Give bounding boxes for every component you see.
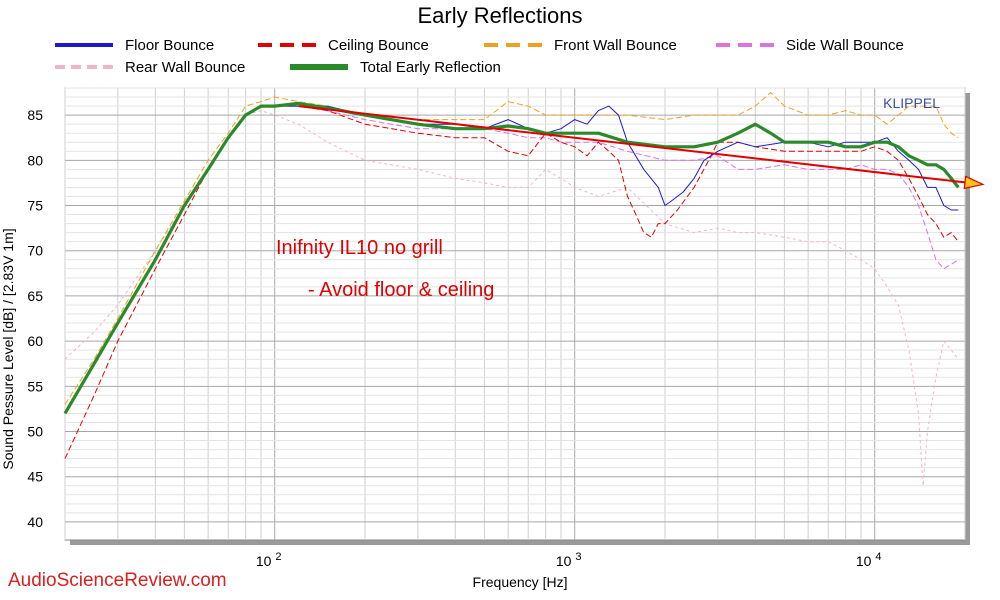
y-tick-label: 40 (27, 514, 43, 530)
series-line-front-wall-bounce (64, 92, 959, 405)
series-line-ceiling-bounce (64, 105, 959, 459)
klippel-brand: KLIPPEL (883, 95, 940, 111)
y-tick-label: 55 (27, 378, 43, 394)
chart-title: Early Reflections (417, 3, 582, 28)
x-tick-label: 10 3 (556, 551, 582, 569)
y-tick-label: 65 (27, 288, 43, 304)
legend-label: Front Wall Bounce (554, 37, 677, 54)
legend: Floor Bounce Ceiling Bounce Front Wall Bou… (55, 37, 904, 76)
y-tick-label: 85 (27, 107, 43, 123)
legend-label: Total Early Reflection (360, 59, 501, 76)
legend-label: Side Wall Bounce (786, 37, 904, 54)
y-tick-label: 75 (27, 198, 43, 214)
annotation-title: Inifnity IL10 no grill (276, 237, 443, 259)
y-tick-label: 60 (27, 333, 43, 349)
series-line-total-early-reflection (63, 101, 960, 415)
y-tick-labels: 40 45 50 55 60 65 70 75 80 85 (27, 107, 43, 530)
y-tick-label: 45 (27, 469, 43, 485)
y-tick-label: 70 (27, 243, 43, 259)
legend-label: Rear Wall Bounce (125, 59, 245, 76)
watermark: AudioScienceReview.com (8, 570, 227, 591)
legend-label: Ceiling Bounce (328, 37, 429, 54)
grid (64, 87, 966, 540)
legend-label: Floor Bounce (125, 37, 214, 54)
y-tick-label: 50 (27, 424, 43, 440)
x-axis-label: Frequency [Hz] (473, 574, 568, 590)
x-tick-label: 10 4 (856, 551, 882, 569)
y-tick-label: 80 (27, 152, 43, 168)
annotation-note: - Avoid floor & ceiling (308, 279, 494, 301)
trend-arrow-head (963, 175, 985, 190)
y-axis-label: Sound Pessure Level [dB] / [2.83V 1m] (0, 228, 16, 469)
trend-arrow (298, 105, 985, 190)
trend-arrow-line (298, 105, 966, 184)
x-tick-labels: 10 2 10 3 10 4 (256, 551, 882, 569)
x-tick-label: 10 2 (256, 551, 282, 569)
